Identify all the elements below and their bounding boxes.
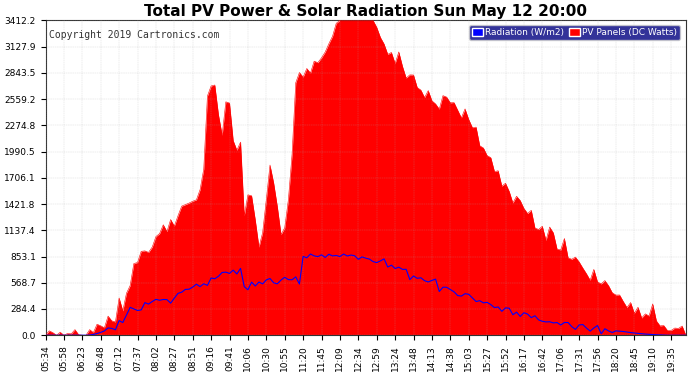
Text: Copyright 2019 Cartronics.com: Copyright 2019 Cartronics.com bbox=[49, 30, 219, 40]
Title: Total PV Power & Solar Radiation Sun May 12 20:00: Total PV Power & Solar Radiation Sun May… bbox=[144, 4, 587, 19]
Legend: Radiation (W/m2), PV Panels (DC Watts): Radiation (W/m2), PV Panels (DC Watts) bbox=[469, 25, 680, 40]
